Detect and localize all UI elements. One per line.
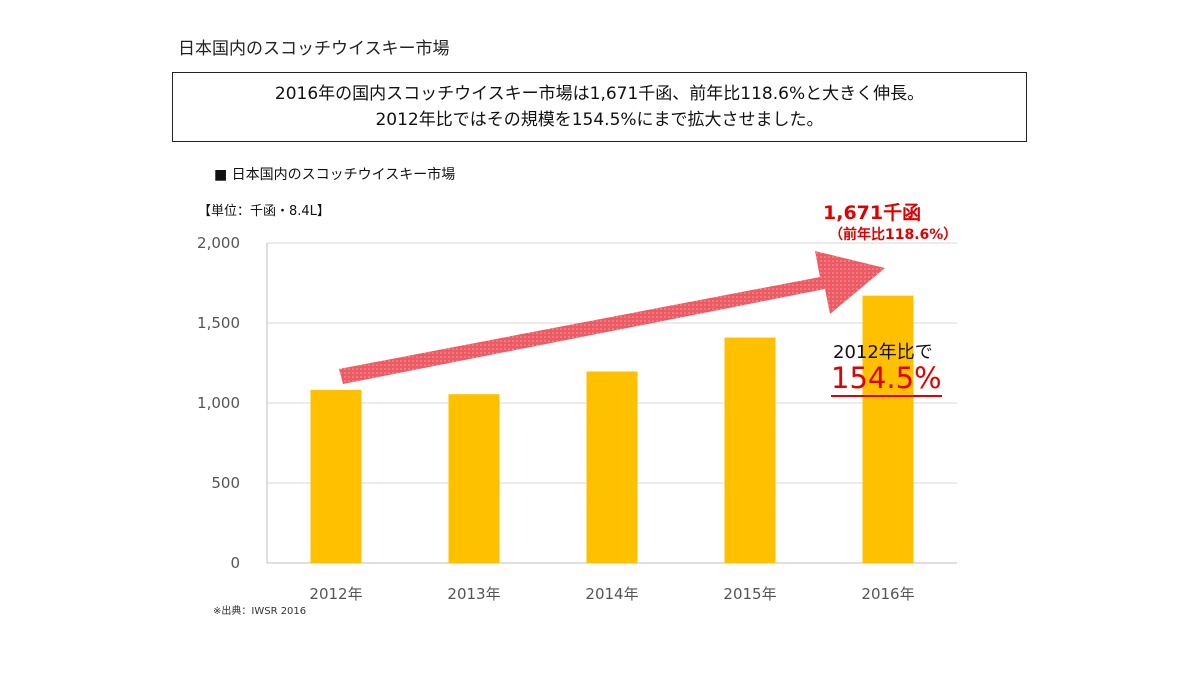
- y-tick-label: 1,000: [197, 394, 240, 412]
- x-tick-label: 2012年: [309, 585, 362, 603]
- bar: [310, 389, 362, 563]
- bar: [448, 394, 500, 563]
- y-tick-label: 2,000: [197, 234, 240, 252]
- source-note: ※出典：IWSR 2016: [213, 606, 307, 617]
- chart-title: ■ 日本国内のスコッチウイスキー市場: [214, 167, 456, 183]
- y-tick-label: 0: [230, 554, 240, 572]
- callout-total: 1,671千函: [823, 202, 922, 224]
- bar: [724, 337, 776, 563]
- y-tick-label: 500: [211, 474, 240, 492]
- x-tick-label: 2015年: [723, 585, 776, 603]
- growth-arrow: [339, 251, 885, 384]
- bar: [862, 295, 914, 563]
- bar: [586, 371, 638, 563]
- summary-line-1: 2016年の国内スコッチウイスキー市場は1,671千函、前年比118.6%と大き…: [274, 84, 925, 104]
- x-tick-label: 2014年: [585, 585, 638, 603]
- callout-yoy: （前年比118.6%）: [829, 227, 958, 243]
- ratio-value: 154.5%: [831, 361, 942, 397]
- ratio-label: 2012年比で: [833, 342, 933, 363]
- summary-line-2: 2012年比ではその規模を154.5%にまで拡大させました。: [375, 110, 824, 130]
- page-title: 日本国内のスコッチウイスキー市場: [178, 39, 450, 59]
- y-tick-label: 1,500: [197, 314, 240, 332]
- unit-label: 【単位：千函・8.4L】: [198, 204, 330, 219]
- x-tick-label: 2013年: [447, 585, 500, 603]
- x-tick-label: 2016年: [861, 585, 914, 603]
- summary-box: 2016年の国内スコッチウイスキー市場は1,671千函、前年比118.6%と大き…: [172, 72, 1027, 142]
